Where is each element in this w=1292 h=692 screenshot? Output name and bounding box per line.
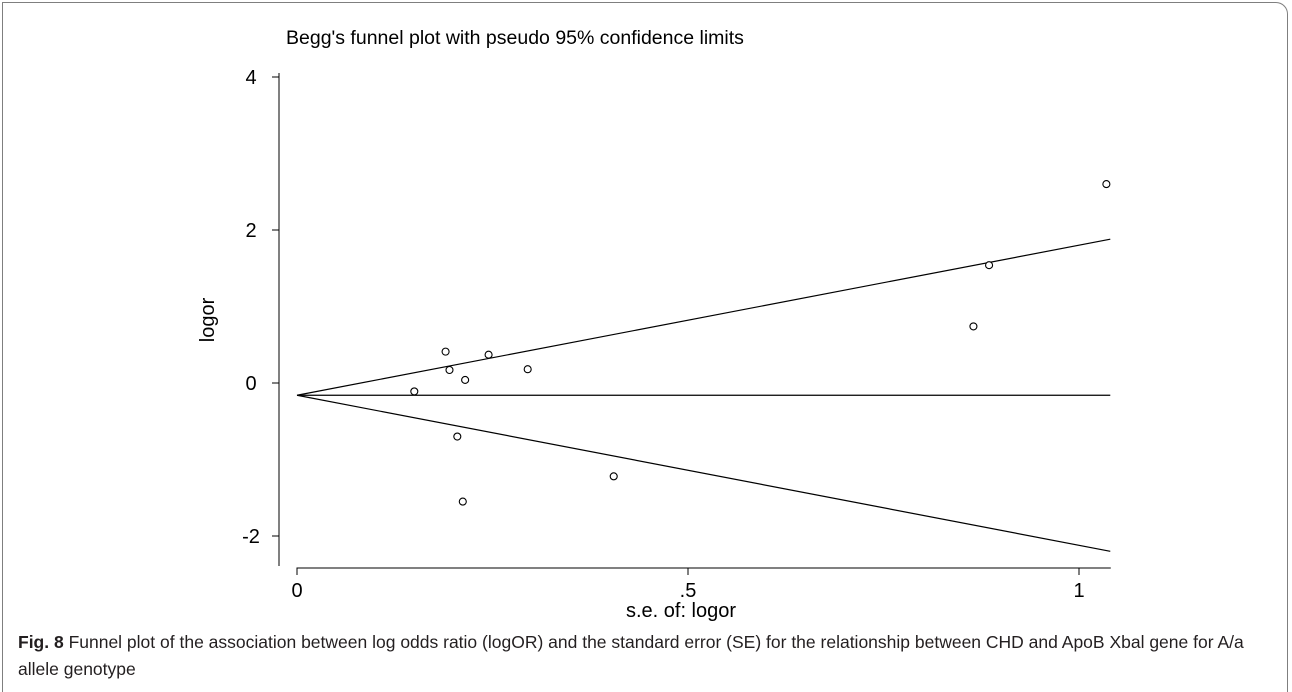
figure-caption: Fig. 8 Funnel plot of the association be… xyxy=(18,629,1268,683)
data-point xyxy=(523,365,532,374)
data-point xyxy=(453,432,462,441)
data-point xyxy=(445,365,454,375)
confidence-lines xyxy=(296,238,1111,552)
data-point xyxy=(484,350,493,359)
x-tick-label: .5 xyxy=(680,580,697,602)
upper-confidence-limit xyxy=(296,238,1111,396)
axis-labels: -2 0 2 4 0 .5 1 Begg's funnel plot with pseudo … xyxy=(197,27,1085,622)
y-tick-label: 2 xyxy=(245,220,256,242)
data-point xyxy=(441,347,450,356)
data-point xyxy=(609,472,618,481)
lower-confidence-limit xyxy=(296,394,1111,552)
y-axis-label: logor xyxy=(197,297,219,342)
data-point xyxy=(969,322,978,331)
data-point xyxy=(461,375,470,384)
data-points xyxy=(410,180,1111,506)
x-axis-label: s.e. of: logor xyxy=(626,600,736,622)
y-tick-label: 4 xyxy=(245,67,256,89)
axes xyxy=(272,73,1111,575)
data-point xyxy=(458,497,467,506)
y-tick-label: -2 xyxy=(242,526,260,548)
funnel-plot: -2 0 2 4 0 .5 1 Begg's funnel plot with pseudo … xyxy=(197,27,1111,622)
data-point xyxy=(985,261,994,270)
caption-label: Fig. 8 xyxy=(18,632,64,652)
data-point xyxy=(410,387,419,396)
y-tick-label: 0 xyxy=(245,373,256,395)
data-point xyxy=(1102,180,1111,189)
x-tick-label: 0 xyxy=(291,580,302,602)
chart-title: Begg's funnel plot with pseudo 95% confi… xyxy=(286,27,744,49)
x-tick-label: 1 xyxy=(1073,580,1084,602)
caption-text: Funnel plot of the association between l… xyxy=(18,632,1244,679)
